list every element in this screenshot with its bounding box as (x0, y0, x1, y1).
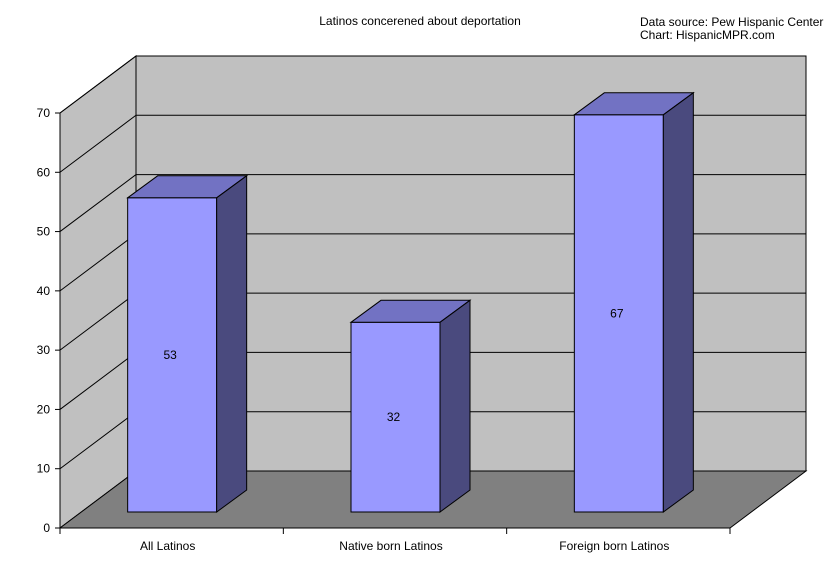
source-line: Data source: Pew Hispanic Center (640, 15, 824, 29)
gridlines (59, 55, 806, 470)
source-credit: Data source: Pew Hispanic Center Chart: … (640, 16, 823, 42)
bar-front (573, 114, 664, 513)
y-tick-label: 10 (37, 462, 51, 476)
axes (55, 112, 731, 534)
gridline (59, 114, 137, 173)
bar-side (662, 91, 694, 513)
gridline (59, 352, 137, 410)
gridline (59, 174, 137, 232)
y-tick-label: 40 (37, 284, 51, 298)
bars (126, 91, 695, 513)
chart-title: Latinos concerened about deportation (319, 14, 521, 28)
gridline (59, 411, 137, 470)
bar (572, 91, 695, 513)
x-tick-label: All Latinos (140, 539, 195, 553)
bar (349, 299, 472, 513)
bar (126, 174, 249, 513)
x-tick-label: Foreign born Latinos (559, 539, 669, 553)
y-tick-label: 30 (37, 343, 51, 357)
y-tick-label: 20 (37, 402, 51, 416)
bar-side (216, 174, 248, 513)
labels: 0 10 20 30 40 50 60 70 All Latinos Native born La… (37, 106, 670, 553)
gridline (59, 55, 137, 114)
chart-credit-line: Chart: HispanicMPR.com (640, 28, 775, 42)
gridline (59, 292, 137, 351)
x-tick-label: Native born Latinos (339, 539, 442, 553)
side-wall (59, 55, 137, 529)
y-tick-label: 50 (37, 225, 51, 239)
bar-side (439, 299, 471, 513)
gridline (59, 233, 137, 292)
y-tick-label: 70 (37, 106, 51, 120)
y-tick-label: 60 (37, 165, 51, 179)
bar-value-label: 53 (163, 348, 177, 362)
y-tick-label: 0 (43, 521, 50, 535)
bar-value-label: 67 (610, 306, 624, 320)
bar-front (350, 321, 441, 513)
bar-value-label: 32 (387, 410, 401, 424)
